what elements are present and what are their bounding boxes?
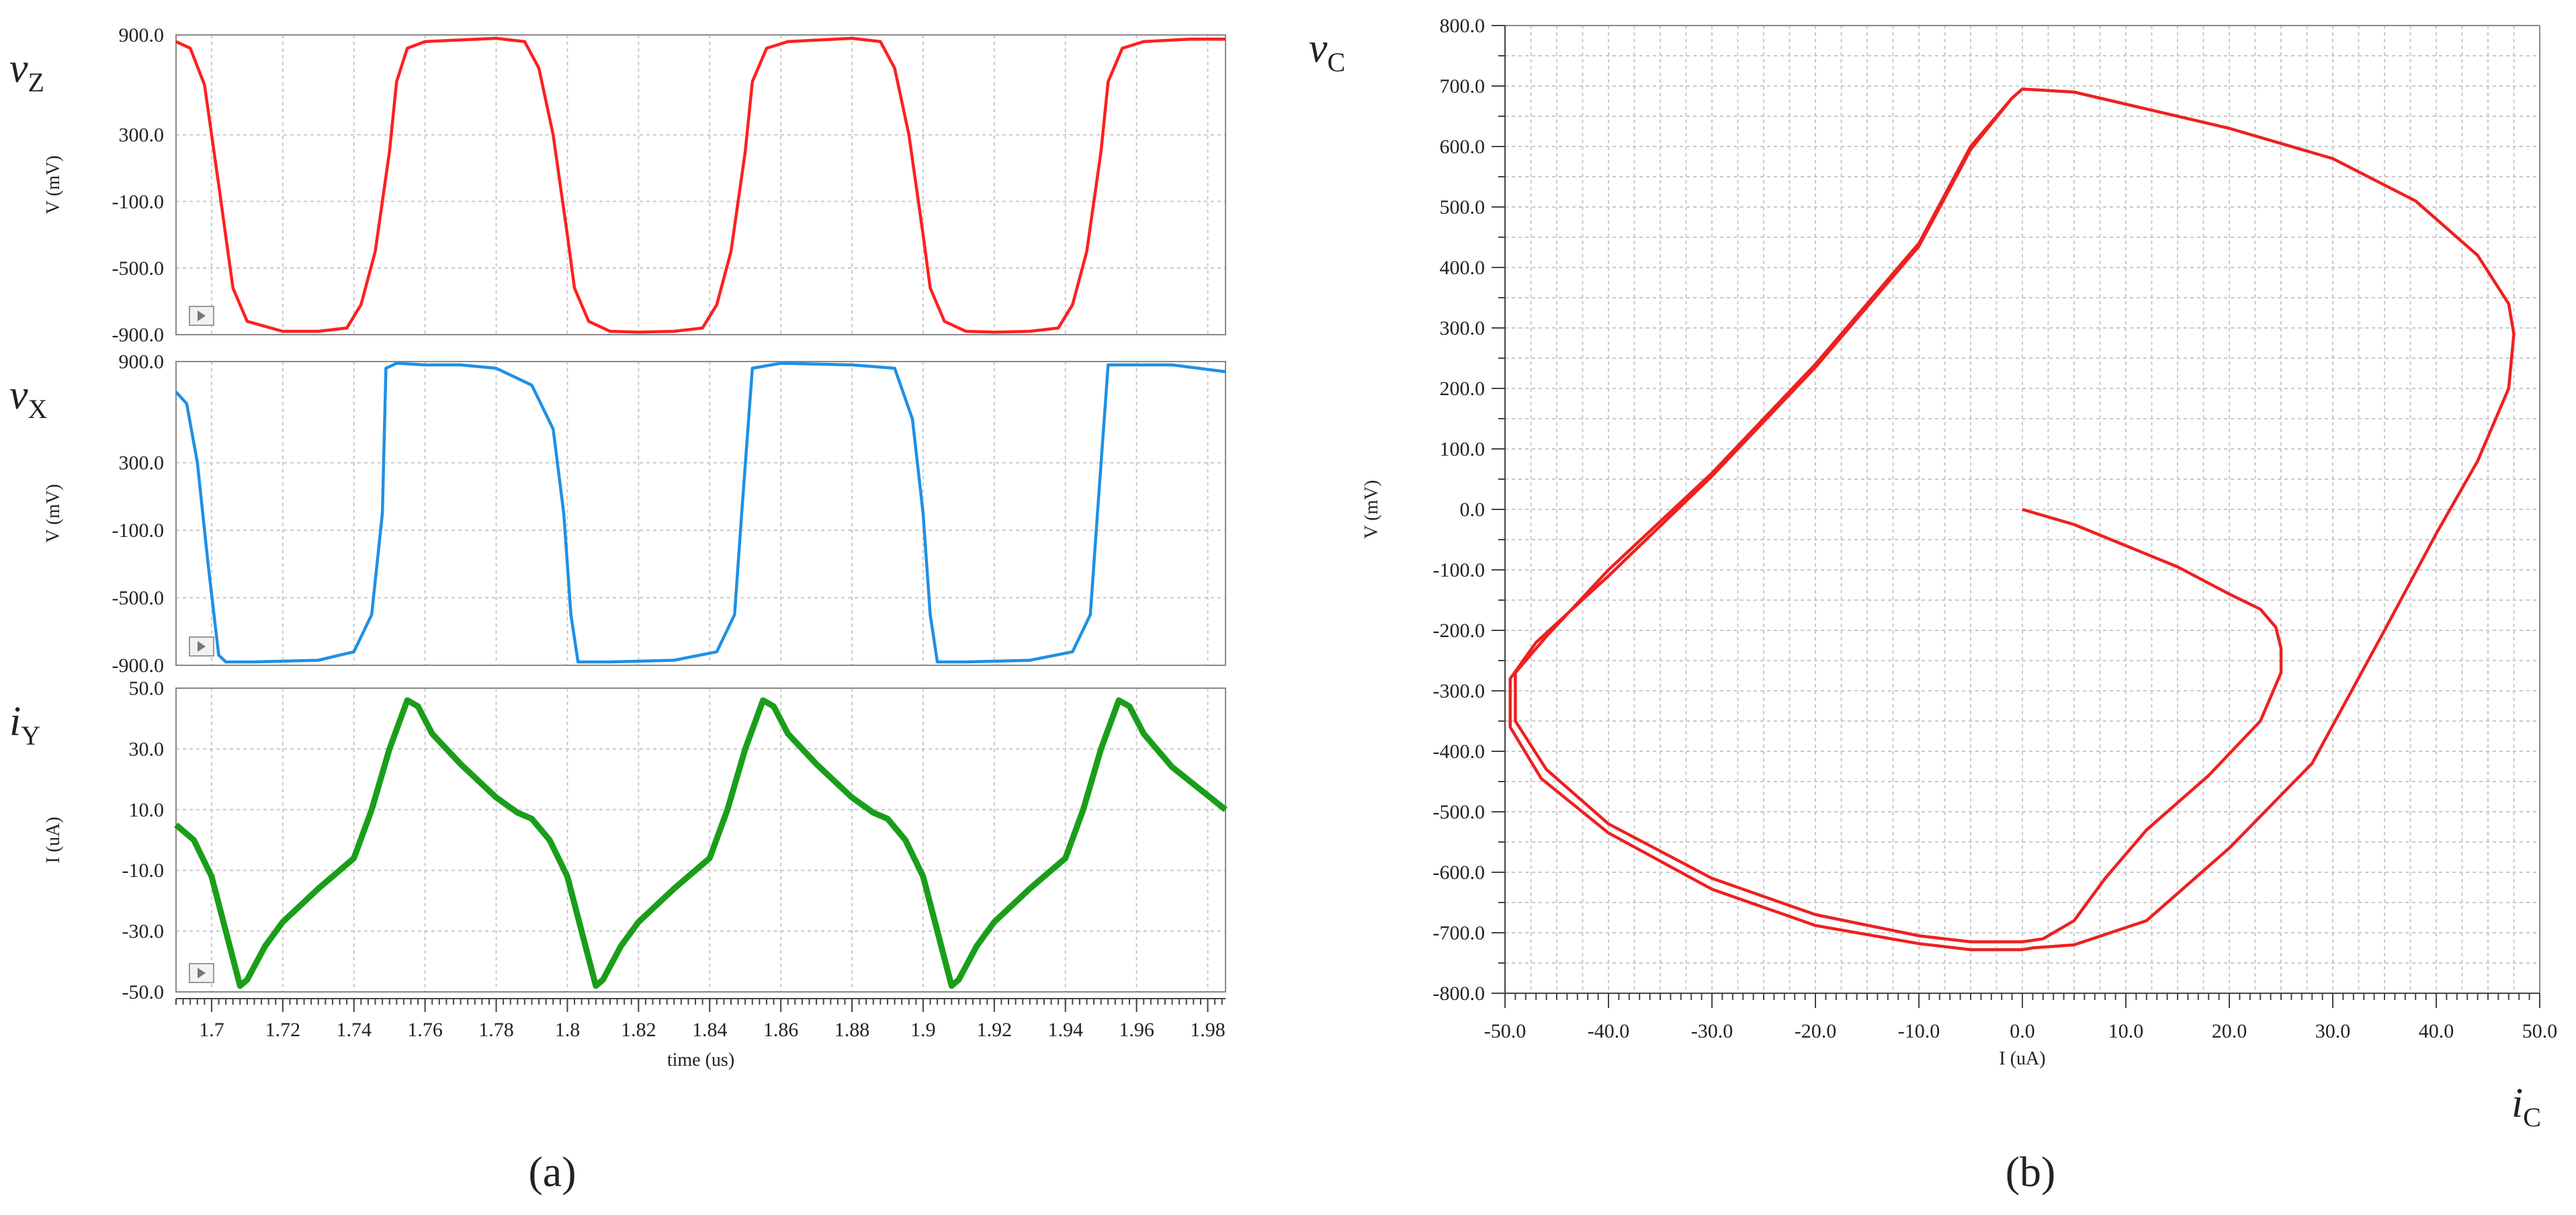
y-axis-label: V (mV) (43, 155, 64, 214)
x-tick-label: 1.94 (1047, 1019, 1083, 1041)
x-axis-a: 1.7 1.72 1.74 1.76 1.78 1.8 1.82 1.84 1.86 1.88 1.… (175, 998, 1226, 1071)
y-axis-label: I (uA) (43, 816, 64, 863)
x-tick-label: 1.96 (1119, 1019, 1154, 1041)
panel-b-phase-portrait: 800.0 700.0 600.0 500.0 400.0 300.0 200.0 100.0… (1309, 15, 2557, 1132)
y-tick-label: -800.0 (1433, 982, 1486, 1005)
subplot-frame (175, 361, 1226, 666)
x-tick-label: 1.78 (478, 1019, 514, 1041)
play-triangle-icon (198, 310, 206, 321)
y-tick-label: 900.0 (119, 351, 165, 373)
play-marker-icon (189, 636, 214, 657)
x-tick-label: -50.0 (1484, 1020, 1527, 1042)
x-tick-label: 1.8 (555, 1019, 581, 1041)
waveform-iy (174, 697, 1228, 989)
y-tick-label: 800.0 (1440, 15, 1486, 37)
x-axis-label: time (us) (667, 1050, 734, 1071)
y-tick-label: 300.0 (119, 124, 165, 146)
y-tick-label: 400.0 (1440, 257, 1486, 279)
x-tick-label: 1.7 (199, 1019, 224, 1041)
y-tick-label: -50.0 (122, 981, 165, 1003)
y-variable-name: vC (1309, 26, 1345, 77)
y-tick-label: -600.0 (1433, 862, 1486, 884)
x-tick-label: 30.0 (2315, 1020, 2351, 1042)
play-triangle-icon (198, 641, 206, 652)
panel-a-caption: (a) (528, 1148, 576, 1196)
y-tick-label: -10.0 (122, 860, 165, 882)
x-tick-label: -10.0 (1898, 1020, 1940, 1042)
x-tick-label: 1.88 (834, 1019, 870, 1041)
y-tick-label: -100.0 (1433, 559, 1486, 581)
y-tick-label: 600.0 (1440, 136, 1486, 158)
y-tick-label: 0.0 (1460, 499, 1486, 521)
y-tick-label: 900.0 (119, 24, 165, 46)
y-tick-label: -100.0 (112, 191, 165, 213)
y-tick-label: -500.0 (1433, 801, 1486, 823)
x-axis-label: I (uA) (1999, 1048, 2045, 1069)
y-tick-label: 50.0 (129, 677, 165, 700)
y-axis-label: V (mV) (1361, 480, 1382, 538)
y-tick-label: -500.0 (112, 587, 165, 610)
x-tick-label: 1.76 (407, 1019, 443, 1041)
x-tick-label: 50.0 (2522, 1020, 2558, 1042)
x-tick-label: -30.0 (1691, 1020, 1733, 1042)
subplot-iy: 50.0 30.0 10.0 -10.0 -30.0 -50.0 I (uA) iY (9, 677, 1228, 1003)
panel-b-caption: (b) (2006, 1148, 2056, 1196)
trajectory-0 (1508, 87, 2516, 952)
y-tick-label: 100.0 (1440, 438, 1486, 460)
x-tick-label: 40.0 (2419, 1020, 2454, 1042)
x-tick-label: 10.0 (2108, 1020, 2144, 1042)
x-tick-label: 1.82 (621, 1019, 656, 1041)
x-tick-label: 1.98 (1190, 1019, 1226, 1041)
y-tick-label: -900.0 (112, 324, 165, 346)
subplot-vx: 900.0 300.0 -100.0 -500.0 -900.0 V (mV) vX (9, 351, 1226, 677)
x-tick-label: -40.0 (1588, 1020, 1630, 1042)
y-tick-label: -900.0 (112, 655, 165, 677)
y-tick-label: -200.0 (1433, 620, 1486, 642)
subplot-vz: 900.0 300.0 -100.0 -500.0 -900.0 V (mV) vZ (9, 24, 1226, 346)
x-tick-label: 1.72 (265, 1019, 301, 1041)
series-name-vx: vX (9, 372, 48, 424)
waveform-vx (175, 362, 1226, 664)
subplot-frame (175, 687, 1226, 993)
y-axis-label: V (mV) (43, 484, 64, 542)
y-tick-label: 200.0 (1440, 378, 1486, 400)
subplot-frame (175, 34, 1226, 335)
y-tick-label: -30.0 (122, 921, 165, 943)
x-tick-label: 20.0 (2212, 1020, 2247, 1042)
series-name-vz: vZ (9, 46, 44, 97)
y-tick-label: -700.0 (1433, 922, 1486, 944)
play-triangle-icon (198, 968, 206, 978)
x-tick-label: 1.84 (692, 1019, 728, 1041)
y-tick-label: 10.0 (129, 799, 165, 821)
x-tick-label: -20.0 (1795, 1020, 1837, 1042)
y-tick-label: 300.0 (119, 452, 165, 474)
y-tick-label: -300.0 (1433, 680, 1486, 702)
y-tick-label: -100.0 (112, 519, 165, 542)
y-tick-label: 700.0 (1440, 75, 1486, 97)
x-tick-label: 0.0 (2010, 1020, 2035, 1042)
x-tick-label: 1.86 (763, 1019, 799, 1041)
y-tick-label: -400.0 (1433, 741, 1486, 763)
x-variable-name: iC (2511, 1081, 2541, 1132)
y-tick-label: -500.0 (112, 257, 165, 280)
x-tick-label: 1.92 (977, 1019, 1013, 1041)
waveform-vz (175, 36, 1226, 334)
x-tick-label: 1.74 (336, 1019, 372, 1041)
x-tick-label: 1.9 (910, 1019, 936, 1041)
series-name-iy: iY (9, 699, 40, 751)
y-tick-label: 30.0 (129, 738, 165, 760)
y-tick-label: 300.0 (1440, 317, 1486, 339)
y-tick-label: 500.0 (1440, 196, 1486, 218)
